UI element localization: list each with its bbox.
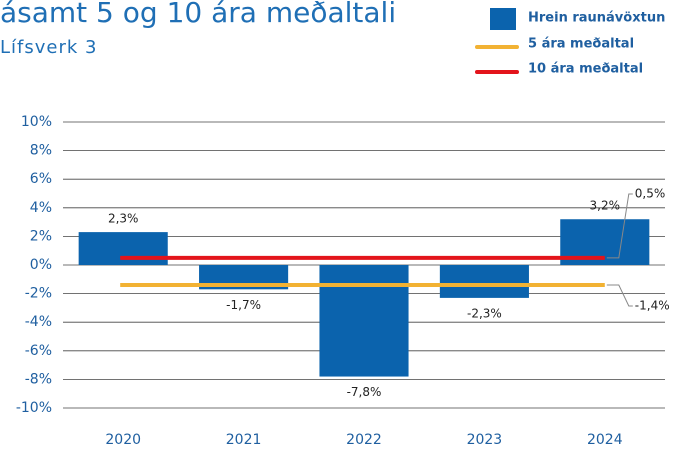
y-tick-label: 4% — [30, 200, 52, 216]
y-tick-label: 0% — [30, 257, 52, 273]
y-tick-label: 8% — [30, 143, 52, 159]
bar — [78, 232, 168, 265]
y-tick-label: -8% — [25, 371, 52, 387]
value-label: -1,7% — [226, 298, 261, 312]
value-label: -2,3% — [467, 306, 502, 320]
leader-line — [606, 284, 633, 307]
bar — [439, 265, 529, 298]
line-label: -1,4% — [635, 299, 670, 313]
legend-label: 10 ára meðaltal — [528, 62, 643, 77]
y-tick-label: -6% — [25, 343, 52, 359]
value-label: -7,8% — [347, 385, 382, 399]
x-tick-label: 2021 — [226, 432, 262, 448]
y-tick-label: 2% — [30, 228, 52, 244]
chart-subtitle: Lífsverk 3 — [0, 37, 97, 58]
y-tick-label: -10% — [16, 400, 52, 416]
x-tick-label: 2022 — [346, 432, 382, 448]
legend-label: Hrein raunávöxtun — [528, 11, 665, 26]
leader-line — [606, 193, 633, 259]
bar — [319, 265, 409, 377]
x-tick-label: 2023 — [467, 432, 503, 448]
y-tick-label: 6% — [30, 171, 52, 187]
chart-title: ásamt 5 og 10 ára meðaltali — [0, 0, 396, 29]
line-label: 0,5% — [635, 187, 666, 201]
y-tick-label: 10% — [21, 114, 52, 130]
x-tick-label: 2024 — [587, 432, 623, 448]
legend-label: 5 ára meðaltal — [528, 37, 634, 52]
y-tick-label: -2% — [25, 286, 52, 302]
legend-swatch — [490, 8, 516, 30]
value-label: 2,3% — [108, 212, 139, 226]
x-tick-label: 2020 — [105, 432, 141, 448]
y-tick-label: -4% — [25, 314, 52, 330]
value-label: 3,2% — [590, 199, 621, 213]
